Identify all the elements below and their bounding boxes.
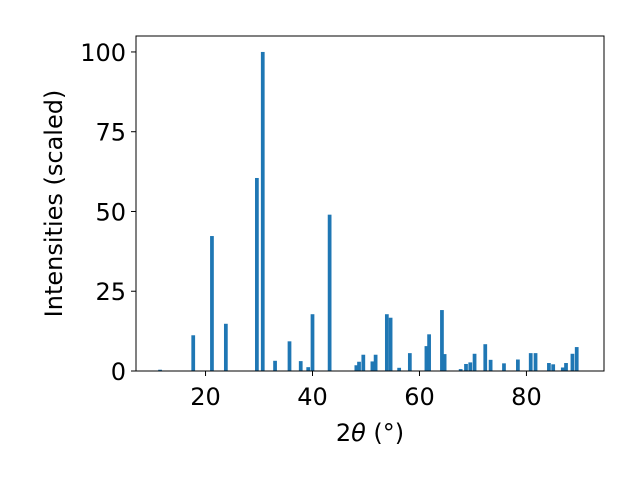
- bar: [361, 354, 366, 371]
- bar: [458, 369, 463, 371]
- bar: [488, 359, 493, 371]
- x-tick-label: 40: [297, 383, 328, 411]
- bar: [210, 236, 214, 371]
- y-tick-label: 100: [80, 39, 126, 67]
- x-axis-ticks: 20 40 60 80: [190, 371, 542, 411]
- x-axis-label: 2θ (°): [336, 419, 404, 447]
- bar: [373, 354, 378, 371]
- y-tick-label: 75: [95, 119, 126, 147]
- bar: [560, 367, 565, 371]
- bar: [516, 359, 520, 371]
- x-tick-label: 80: [511, 383, 542, 411]
- bar: [370, 361, 375, 371]
- bar: [468, 362, 473, 371]
- bar: [442, 354, 447, 371]
- bar-series: [158, 51, 579, 371]
- y-tick-label: 25: [95, 278, 126, 306]
- bar: [357, 361, 361, 371]
- bar: [472, 353, 477, 371]
- bar: [388, 317, 393, 371]
- plot-frame: [135, 35, 605, 372]
- bar: [384, 314, 389, 371]
- y-axis-ticks: 0 25 50 75 100: [80, 39, 136, 386]
- bar: [255, 177, 259, 371]
- bar: [547, 363, 551, 371]
- x-tick-label: 20: [190, 383, 221, 411]
- bar: [407, 353, 412, 371]
- bar: [528, 353, 533, 371]
- bar: [464, 363, 468, 371]
- bar: [397, 367, 402, 371]
- y-tick-label: 50: [95, 198, 126, 226]
- y-axis-label: Intensities (scaled): [40, 90, 68, 318]
- bar: [298, 361, 303, 371]
- bar: [327, 214, 332, 371]
- bar: [551, 364, 556, 371]
- bar: [310, 314, 315, 371]
- x-tick-label: 60: [404, 383, 435, 411]
- bar: [158, 369, 162, 371]
- bar: [427, 334, 431, 371]
- bar: [223, 323, 228, 371]
- bar: [273, 360, 277, 371]
- bar: [533, 353, 538, 371]
- bar: [424, 346, 429, 371]
- bar: [260, 51, 265, 371]
- bar: [564, 363, 568, 371]
- bar: [483, 344, 488, 371]
- bar: [502, 363, 506, 371]
- bar: [306, 367, 311, 371]
- bar: [574, 347, 579, 371]
- bar: [287, 341, 292, 371]
- bar: [354, 365, 359, 371]
- bar: [191, 335, 196, 371]
- y-tick-label: 0: [111, 358, 126, 386]
- bar: [440, 310, 444, 371]
- bar: [570, 353, 575, 371]
